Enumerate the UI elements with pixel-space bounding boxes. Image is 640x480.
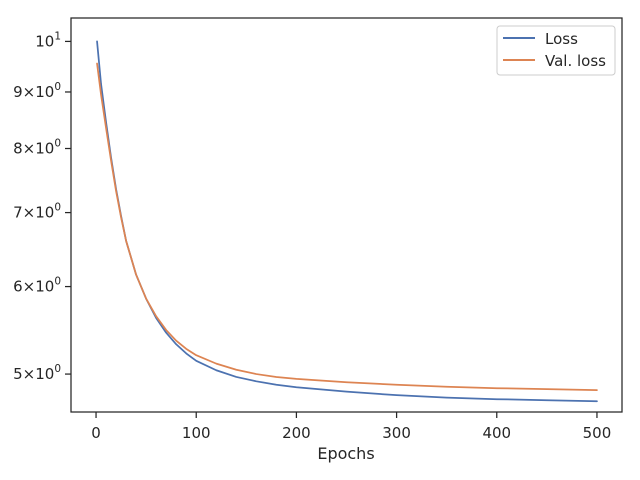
y-tick-mantissa: 5 — [13, 365, 23, 383]
y-tick-mantissa: 8 — [13, 140, 23, 158]
series-line-val-loss — [96, 62, 598, 392]
x-tick-label: 500 — [583, 424, 612, 442]
plot-frame — [70, 17, 623, 413]
y-tick-label: 8×100 — [13, 138, 61, 158]
y-tick-base: 10 — [35, 83, 54, 101]
series-lines — [96, 40, 598, 403]
y-tick-base: 10 — [35, 140, 54, 158]
y-tick-times: × — [23, 365, 36, 383]
y-tick-exponent: 0 — [54, 202, 61, 214]
y-tick-mantissa: 9 — [13, 83, 23, 101]
x-axis-title: Epochs — [317, 444, 374, 463]
legend-label-loss: Loss — [545, 30, 578, 48]
y-tick-label: 101 — [35, 30, 61, 50]
x-tick-label: 200 — [282, 424, 311, 442]
y-tick-exponent: 1 — [54, 30, 61, 42]
y-tick-label: 9×100 — [13, 81, 61, 101]
y-tick-base: 10 — [35, 204, 54, 222]
y-tick-times: × — [23, 140, 36, 158]
y-tick-base: 10 — [35, 32, 54, 50]
legend-label-val-loss: Val. loss — [545, 52, 606, 70]
y-tick-exponent: 0 — [54, 363, 61, 375]
x-tick-label: 100 — [182, 424, 211, 442]
x-axis-ticks: 0 100 200 300 400 500 — [91, 412, 611, 442]
y-tick-mantissa: 7 — [13, 204, 23, 222]
y-tick-mantissa: 6 — [13, 278, 23, 296]
x-tick-label: 300 — [382, 424, 411, 442]
legend: Loss Val. loss — [496, 25, 616, 76]
x-tick-label: 0 — [91, 424, 101, 442]
y-tick-times: × — [23, 278, 36, 296]
x-tick-label: 400 — [482, 424, 511, 442]
y-tick-exponent: 0 — [54, 276, 61, 288]
y-tick-base: 10 — [35, 278, 54, 296]
y-tick-label: 6×100 — [13, 276, 61, 296]
y-tick-times: × — [23, 83, 36, 101]
y-tick-exponent: 0 — [54, 138, 61, 150]
y-tick-label: 7×100 — [13, 202, 61, 222]
series-line-loss — [96, 40, 598, 403]
y-tick-exponent: 0 — [54, 81, 61, 93]
y-tick-label: 5×100 — [13, 363, 61, 383]
y-tick-times: × — [23, 204, 36, 222]
y-tick-base: 10 — [35, 365, 54, 383]
